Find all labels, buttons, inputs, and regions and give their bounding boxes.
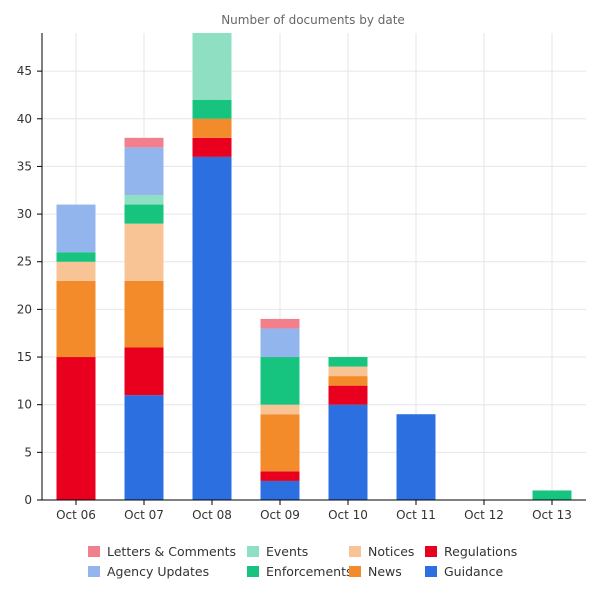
bar-guidance-oct-09 (260, 480, 300, 500)
tick-labels: 0 5 10 15 20 25 30 35 40 45 Oct 06 Oct 07 Oct 08 Oct … (17, 64, 572, 522)
x-tick-label-oct-12: Oct 12 (464, 508, 504, 522)
legend-swatch (349, 565, 361, 577)
bar-enforcements-oct-09 (260, 357, 300, 405)
bar-guidance-oct-11 (396, 414, 436, 500)
legend-label: Letters & Comments (107, 543, 237, 559)
legend-label: Enforcements (266, 563, 353, 579)
bar-enforcements-oct-06 (56, 252, 96, 262)
bar-guidance-oct-07 (124, 395, 164, 500)
legend-item-events[interactable]: Events (247, 543, 349, 559)
legend-swatch (425, 565, 437, 577)
bar-events-oct-08 (192, 33, 232, 100)
x-tick-label-oct-11: Oct 11 (396, 508, 436, 522)
bars (56, 33, 572, 501)
legend-swatch (88, 545, 100, 557)
bar-notices-oct-07 (124, 223, 164, 281)
legend-label: Agency Updates (107, 563, 210, 579)
bar-enforcements-oct-10 (328, 357, 368, 367)
bar-news-oct-06 (56, 280, 96, 358)
bar-notices-oct-06 (56, 261, 96, 281)
axes (41, 33, 586, 501)
legend: Letters & Comments Events Notices Regulatio… (88, 543, 558, 579)
y-tick-label-25: 25 (17, 255, 32, 269)
legend-label: News (368, 563, 402, 579)
x-tick-label-oct-13: Oct 13 (532, 508, 572, 522)
bar-news-oct-08 (192, 118, 232, 138)
bar-regulations-oct-08 (192, 137, 232, 157)
chart-title: Number of documents by date (221, 13, 405, 27)
bar-letters-comments-oct-09 (260, 318, 300, 329)
legend-item-notices[interactable]: Notices (349, 543, 425, 559)
bar-enforcements-oct-08 (192, 99, 232, 119)
bar-notices-oct-09 (260, 404, 300, 415)
bar-agency-updates-oct-06 (56, 204, 96, 253)
y-tick-label-0: 0 (24, 493, 32, 507)
legend-swatch (247, 545, 259, 557)
legend-item-letters-comments[interactable]: Letters & Comments (88, 543, 247, 559)
y-tick-label-15: 15 (17, 350, 32, 364)
legend-swatch (425, 545, 437, 557)
y-tick-label-45: 45 (17, 64, 32, 78)
legend-label: Guidance (444, 563, 504, 579)
legend-swatch (349, 545, 361, 557)
y-tick-label-40: 40 (17, 112, 32, 126)
x-tick-label-oct-07: Oct 07 (124, 508, 164, 522)
bar-enforcements-oct-13 (532, 490, 572, 500)
bar-regulations-oct-10 (328, 385, 368, 405)
x-tick-label-oct-09: Oct 09 (260, 508, 300, 522)
legend-label: Regulations (444, 543, 518, 559)
bar-enforcements-oct-07 (124, 204, 164, 224)
bar-agency-updates-oct-09 (260, 328, 300, 358)
bar-news-oct-09 (260, 414, 300, 472)
x-tick-label-oct-06: Oct 06 (56, 508, 96, 522)
legend-item-news[interactable]: News (349, 563, 425, 579)
bar-guidance-oct-10 (328, 404, 368, 500)
bar-news-oct-10 (328, 376, 368, 386)
x-tick-label-oct-08: Oct 08 (192, 508, 232, 522)
bar-letters-comments-oct-07 (124, 137, 164, 148)
grid (42, 33, 586, 500)
bar-notices-oct-10 (328, 366, 368, 377)
legend-item-agency-updates[interactable]: Agency Updates (88, 563, 247, 579)
y-tick-label-10: 10 (17, 398, 32, 412)
bar-guidance-oct-08 (192, 156, 232, 501)
legend-swatch (88, 565, 100, 577)
legend-label: Notices (368, 543, 415, 559)
y-tick-label-30: 30 (17, 207, 32, 221)
x-tick-label-oct-10: Oct 10 (328, 508, 368, 522)
legend-swatch (247, 565, 259, 577)
legend-item-guidance[interactable]: Guidance (425, 563, 545, 579)
legend-item-enforcements[interactable]: Enforcements (247, 564, 353, 579)
bar-regulations-oct-09 (260, 471, 300, 481)
y-tick-label-35: 35 (17, 159, 32, 173)
bar-agency-updates-oct-07 (124, 147, 164, 196)
bar-regulations-oct-06 (56, 357, 96, 500)
bar-regulations-oct-07 (124, 347, 164, 396)
legend-item-regulations[interactable]: Regulations (425, 543, 545, 559)
y-tick-label-5: 5 (24, 445, 32, 459)
y-tick-label-20: 20 (17, 302, 32, 316)
legend-label: Events (266, 543, 309, 559)
bar-events-oct-07 (124, 195, 164, 205)
bar-news-oct-07 (124, 280, 164, 348)
